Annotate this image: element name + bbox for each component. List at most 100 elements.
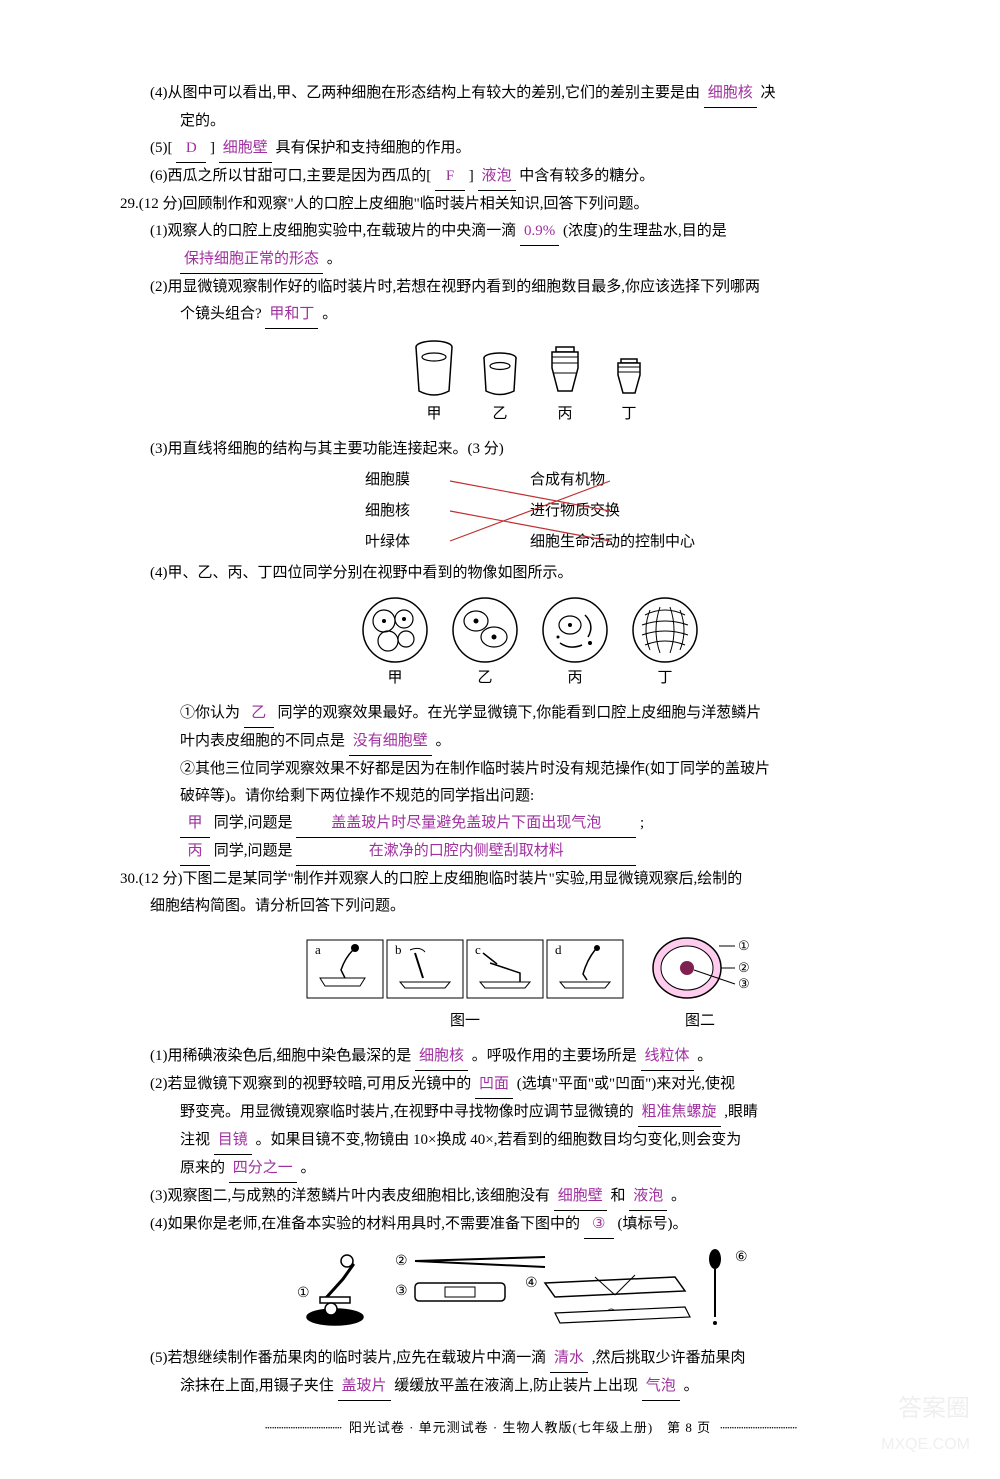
answer: D [176, 135, 206, 163]
q29-s4-2-l1: ②其他三位同学观察效果不好都是因为在制作临时装片时没有规范操作(如丁同学的盖玻片 [120, 756, 940, 783]
text: ; [640, 815, 644, 831]
text: 个镜头组合? [180, 306, 262, 322]
q29-s1: (1)观察人的口腔上皮细胞实验中,在载玻片的中央滴一滴 0.9% (浓度)的生理… [120, 218, 940, 246]
answer: 气泡 [642, 1373, 680, 1401]
text: ①你认为 [180, 705, 240, 721]
q30-figure: a b c d 图一 [120, 928, 940, 1035]
answer: 盖玻片 [338, 1373, 391, 1401]
label: 丙 [542, 401, 588, 428]
text: 。呼吸作用的主要场所是 [472, 1048, 637, 1064]
match-item: 叶绿体 [365, 529, 410, 556]
answer: 没有细胞壁 [349, 728, 432, 756]
lens-ding: 丁 [608, 355, 650, 428]
text: (6)西瓜之所以甘甜可口,主要是因为西瓜的[ [150, 168, 431, 184]
label: 甲 [360, 665, 430, 692]
q30-s5-l2: 涂抹在上面,用镊子夹住 盖玻片 缓缓放平盖在液滴上,防止装片上出现 气泡 。 [120, 1373, 940, 1401]
text: (2)若显微镜下观察到的视野较暗,可用反光镜中的 [150, 1076, 471, 1092]
answer: 盖盖玻片时尽量避免盖玻片下面出现气泡 [296, 810, 636, 838]
text: (5)若想继续制作番茄果肉的临时装片,应先在载玻片中滴一滴 [150, 1350, 546, 1366]
view-jia: 甲 [360, 595, 430, 692]
q29-s3: (3)用直线将细胞的结构与其主要功能连接起来。(3 分) [120, 436, 940, 463]
fig2: ① ② ③ 图二 [645, 928, 755, 1035]
label: 图一 [305, 1008, 625, 1035]
text: 中含有较多的糖分。 [519, 168, 654, 184]
view-ding: 丁 [630, 595, 700, 692]
lens-figure: 甲 乙 丙 丁 [120, 337, 940, 428]
answer: ③ [584, 1211, 614, 1239]
num-label: ③ [738, 976, 750, 991]
cell-diagram-icon: ① ② ③ [645, 928, 755, 1008]
q30-header-l1: 30.(12 分)下图二是某同学"制作并观察人的口腔上皮细胞临时装片"实验,用显… [120, 866, 940, 893]
procedure-icon: a b c d [305, 938, 625, 1008]
label: 乙 [450, 665, 520, 692]
q28-item6: (6)西瓜之所以甘甜可口,主要是因为西瓜的[ F ] 液泡 中含有较多的糖分。 [120, 163, 940, 191]
label: 丙 [540, 665, 610, 692]
text: (2)用显微镜观察制作好的临时装片时,若想在视野内看到的细胞数目最多,你应该选择… [150, 279, 760, 295]
q30-s2-l4: 原来的 四分之一 。 [120, 1155, 940, 1183]
text: 和 [611, 1188, 626, 1204]
text: 涂抹在上面,用镊子夹住 [180, 1378, 334, 1394]
q29-s2: (2)用显微镜观察制作好的临时装片时,若想在视野内看到的细胞数目最多,你应该选择… [120, 274, 940, 301]
answer: 0.9% [520, 218, 559, 246]
q28-item4-cont: 定的。 [120, 108, 940, 135]
text: 同学的观察效果最好。在光学显微镜下,你能看到口腔上皮细胞与洋葱鳞片 [278, 705, 762, 721]
answer: 四分之一 [229, 1155, 297, 1183]
text: (4)如果你是老师,在准备本实验的材料用具时,不需要准备下图中的 [150, 1216, 580, 1232]
panel-label: d [555, 942, 562, 957]
label: 甲 [410, 401, 458, 428]
q29-s4-2-l2: 破碎等)。请你给剩下两位操作不规范的同学指出问题: [120, 783, 940, 810]
q30-s5: (5)若想继续制作番茄果肉的临时装片,应先在载玻片中滴一滴 清水 ,然后挑取少许… [120, 1345, 940, 1373]
eyepiece-icon [410, 337, 458, 401]
match-item: 合成有机物 [530, 467, 695, 494]
text: 。 [671, 1188, 686, 1204]
tools-figure: ① ② ③ ④ ⑤ ⑥ [120, 1247, 940, 1337]
answer: 液泡 [629, 1183, 667, 1211]
text: 。 [697, 1048, 712, 1064]
text: 。 [327, 251, 342, 267]
label: 乙 [478, 401, 522, 428]
label: 丁 [608, 401, 650, 428]
panel-label: c [475, 942, 481, 957]
panel-label: a [315, 942, 321, 957]
view-yi: 乙 [450, 595, 520, 692]
label: 图二 [645, 1008, 755, 1035]
q29-s4-2-a2: 丙 同学,问题是 在漱净的口腔内侧壁刮取材料 [120, 838, 940, 866]
match-right: 合成有机物 进行物质交换 细胞生命活动的控制中心 [530, 467, 695, 556]
answer: 丙 [180, 838, 210, 866]
label: 丁 [630, 665, 700, 692]
answer: 液泡 [478, 163, 516, 191]
answer: 甲 [180, 810, 210, 838]
text: 。 [684, 1378, 699, 1394]
text: 决 [761, 85, 776, 101]
match-left: 细胞膜 细胞核 叶绿体 [365, 467, 410, 556]
num-label: ① [738, 938, 750, 953]
text: 。如果目镜不变,物镜由 10×换成 40×,若看到的细胞数目均匀变化,则会变为 [256, 1132, 742, 1148]
answer: 乙 [244, 700, 274, 728]
svg-text:⑥: ⑥ [735, 1250, 748, 1265]
eyepiece-icon [478, 349, 522, 401]
q29-s4: (4)甲、乙、丙、丁四位同学分别在视野中看到的物像如图所示。 [120, 560, 940, 587]
svg-text:④: ④ [525, 1276, 538, 1291]
text: (3)观察图二,与成熟的洋葱鳞片叶内表皮细胞相比,该细胞没有 [150, 1188, 550, 1204]
q28-item5: (5)[ D ] 细胞壁 具有保护和支持细胞的作用。 [120, 135, 940, 163]
num-label: ② [738, 960, 750, 975]
text: ,然后挑取少许番茄果肉 [592, 1350, 746, 1366]
text: 定的。 [180, 113, 225, 129]
answer: 细胞壁 [554, 1183, 607, 1211]
text: ,眼睛 [724, 1104, 758, 1120]
match-item: 细胞核 [365, 498, 410, 525]
cell-view-icon [360, 595, 430, 665]
cell-view-icon [540, 595, 610, 665]
q29-s4-1-cont: 叶内表皮细胞的不同点是 没有细胞壁 。 [120, 728, 940, 756]
text: 注视 [180, 1132, 210, 1148]
text: 原来的 [180, 1160, 225, 1176]
text: (浓度)的生理盐水,目的是 [563, 223, 727, 239]
answer: 细胞核 [704, 80, 757, 108]
cell-view-icon [450, 595, 520, 665]
text: 叶内表皮细胞的不同点是 [180, 733, 345, 749]
text: 缓缓放平盖在液滴上,防止装片上出现 [394, 1378, 638, 1394]
answer: 目镜 [214, 1127, 252, 1155]
text: 。 [301, 1160, 316, 1176]
cell-view-icon [630, 595, 700, 665]
q30-header-l2: 细胞结构简图。请分析回答下列问题。 [120, 893, 940, 920]
